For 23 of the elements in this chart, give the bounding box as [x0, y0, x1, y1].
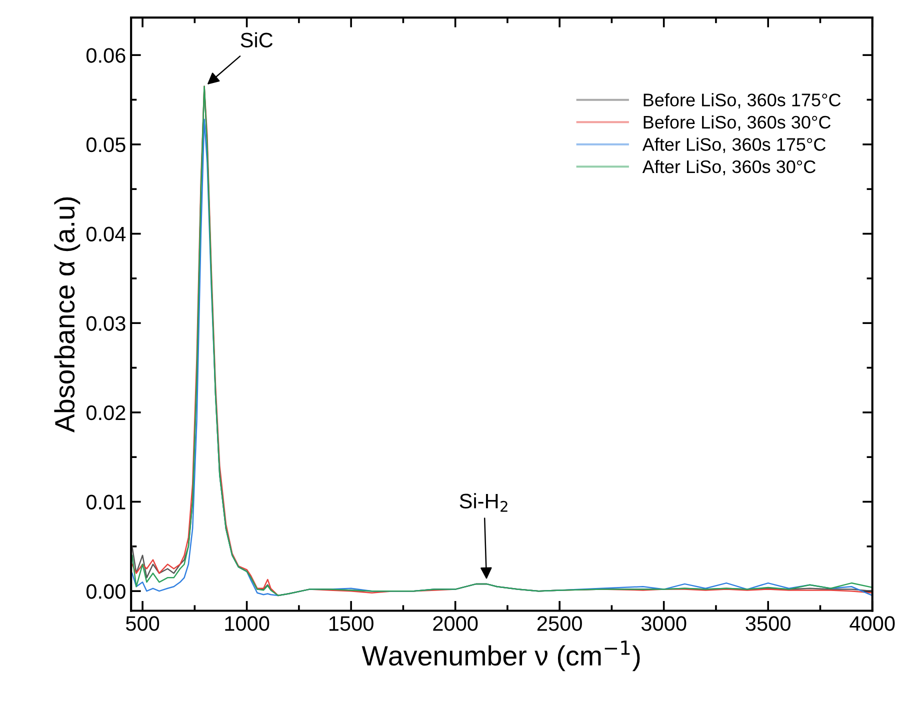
- x-tick-label: 4000: [850, 616, 895, 631]
- annotation: Si-H$_{2}$: [460, 493, 508, 512]
- x-tick-label: 3500: [746, 616, 790, 631]
- annotation: SiC: [240, 32, 273, 48]
- legend-label: Before LiSo, 360s 175°C: [644, 93, 841, 109]
- y-tick-label: 0.03: [86, 316, 126, 331]
- legend-label: Before LiSo, 360s 30°C: [644, 115, 831, 131]
- legend-label: After LiSo, 360s 30°C: [642, 160, 816, 176]
- y-tick-label: 0.04: [86, 226, 126, 242]
- x-tick-label: 2500: [537, 616, 582, 631]
- x-tick-label: 1000: [225, 616, 270, 631]
- x-axis-title: Wavenumber ν (cm$^{−1}$): [362, 640, 640, 672]
- y-tick-label: 0.00: [86, 584, 126, 599]
- y-tick-label: 0.06: [86, 48, 126, 63]
- y-tick-label: 0.01: [86, 494, 126, 510]
- y-axis-title: Absorbance α (a.u): [54, 197, 80, 433]
- y-tick-label: 0.05: [86, 137, 126, 152]
- x-tick-label: 3000: [641, 616, 686, 631]
- y-tick-label: 0.02: [86, 405, 126, 420]
- x-tick-label: 2000: [433, 616, 478, 631]
- x-tick-label: 500: [126, 616, 160, 631]
- legend-label: After LiSo, 360s 175°C: [642, 138, 826, 154]
- x-tick-label: 1500: [329, 616, 374, 631]
